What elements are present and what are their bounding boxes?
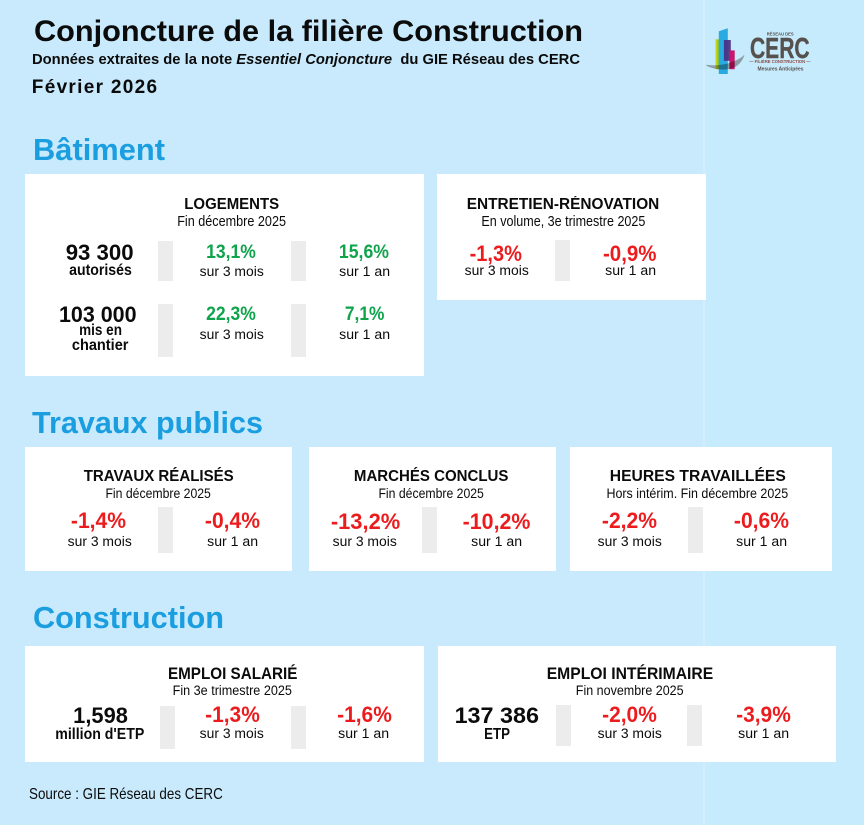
svg-text:Mesures Anticipées: Mesures Anticipées [758, 67, 804, 73]
svg-text:CERC: CERC [750, 33, 810, 65]
svg-text:RÉSEAU DES: RÉSEAU DES [767, 31, 794, 36]
svg-text:— FILIÈRE CONSTRUCTION —: — FILIÈRE CONSTRUCTION — [749, 57, 810, 65]
